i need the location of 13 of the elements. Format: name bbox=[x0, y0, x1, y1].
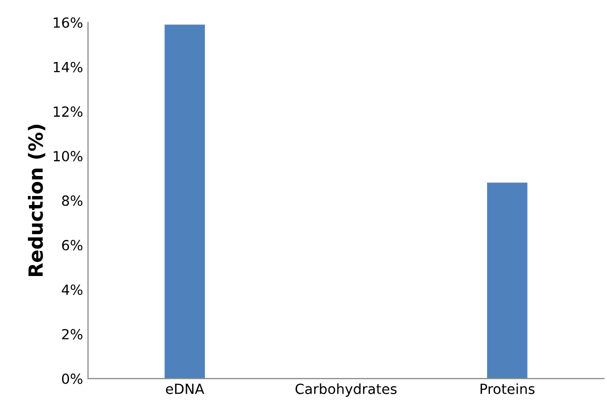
y-tick-label: 8% bbox=[62, 195, 82, 206]
y-tick-label: 2% bbox=[62, 328, 82, 340]
y-tick-label: 14% bbox=[54, 62, 82, 72]
y-axis-title: Reduction (%) bbox=[28, 124, 46, 276]
y-tick-label: 12% bbox=[54, 106, 82, 117]
y-tick-label: 6% bbox=[62, 240, 82, 250]
x-tick-label: Carbohydrates bbox=[296, 383, 397, 397]
y-tick-label: 16% bbox=[54, 17, 82, 28]
y-tick-label: 4% bbox=[62, 284, 82, 295]
y-tick-label: 10% bbox=[54, 150, 82, 162]
x-tick-label: eDNA bbox=[166, 384, 204, 394]
x-tick-label: Proteins bbox=[480, 383, 535, 394]
y-tick-label: 0% bbox=[62, 373, 82, 384]
